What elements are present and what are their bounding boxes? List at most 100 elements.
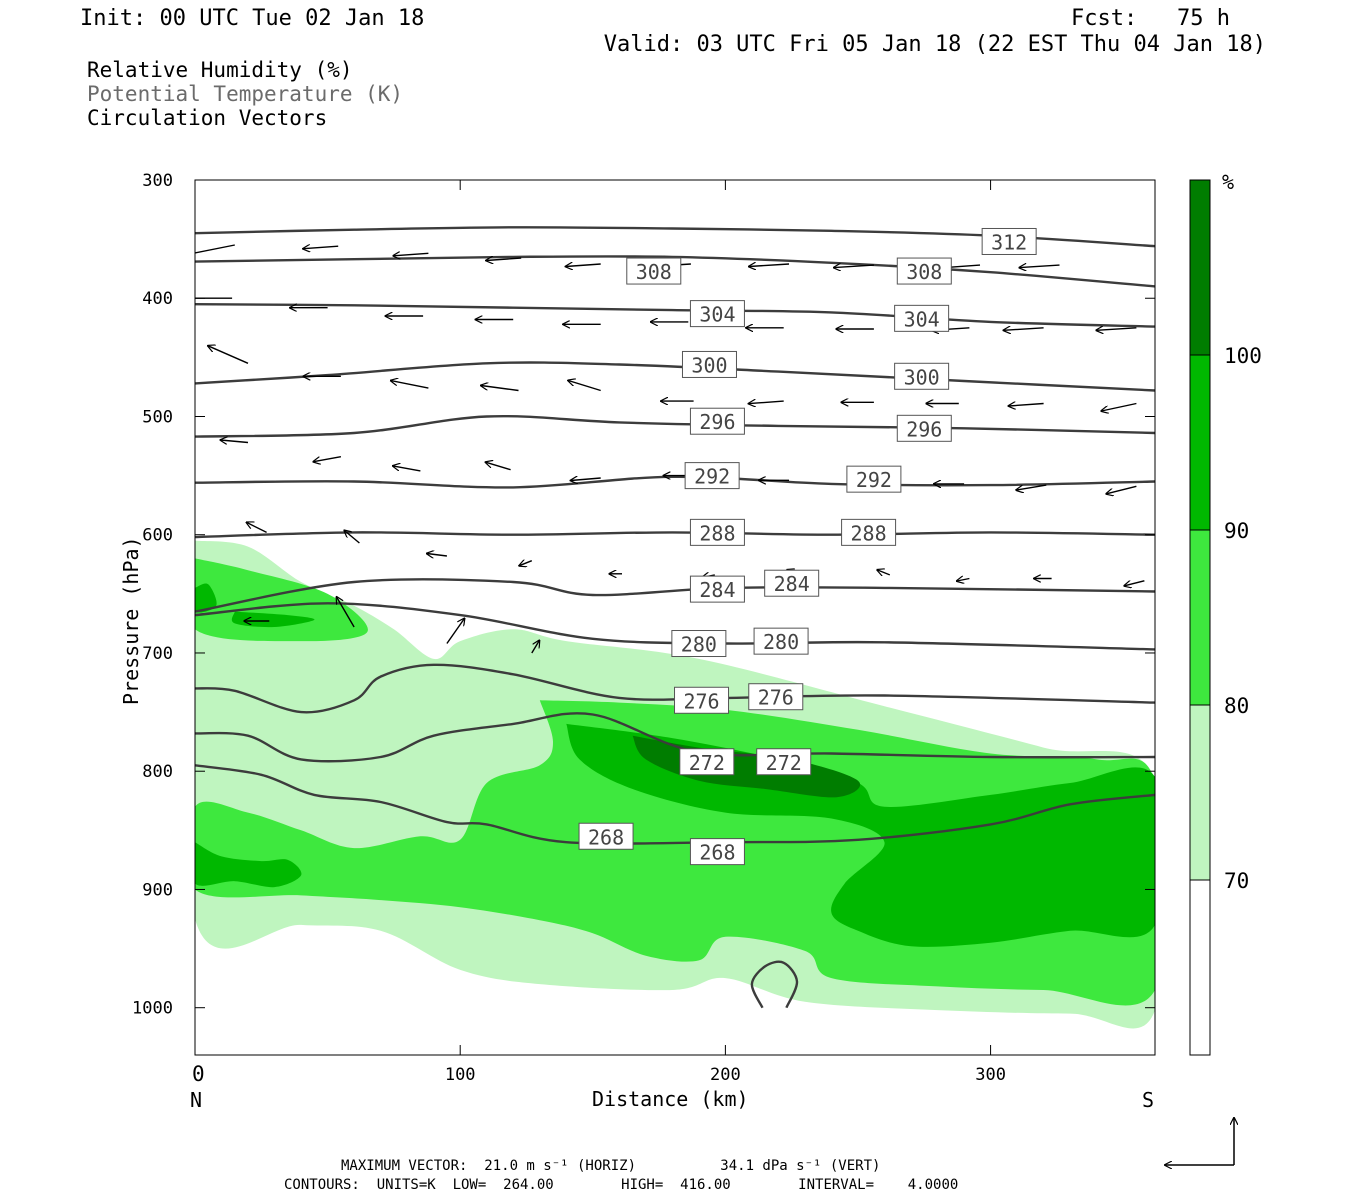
- theta-label-box: [689, 300, 745, 328]
- theta-label-284-1: 284: [764, 569, 820, 597]
- theta-contour-labels: 312 308 308 304 304 300 300 296 296 292 292 288 288 2…: [578, 227, 1037, 866]
- theta-label-280-1: 280: [753, 627, 809, 655]
- theta-contour-296: [195, 415, 1155, 438]
- vector-arrow-50: [877, 570, 891, 575]
- colorbar-unit: %: [1222, 170, 1234, 194]
- vector-arrow-33: [313, 456, 342, 462]
- vector-arrow-53: [1124, 580, 1145, 586]
- theta-label-text: 284: [774, 572, 810, 596]
- theta-label-box: [896, 257, 952, 285]
- theta-label-292-1: 292: [846, 465, 902, 493]
- vector-arrow-31: [1101, 402, 1137, 412]
- theta-label-text: 288: [699, 521, 735, 545]
- theta-label-288-1: 288: [841, 518, 897, 546]
- theta-label-box: [764, 569, 820, 597]
- theta-label-284-0: 284: [689, 575, 745, 603]
- theta-label-box: [981, 227, 1037, 255]
- theta-contour-292: [195, 475, 1155, 489]
- colorbar-bin-90-100: [1189, 354, 1211, 531]
- theta-label-280-0: 280: [671, 630, 727, 658]
- theta-label-box: [846, 465, 902, 493]
- theta-label-268-0: 268: [578, 822, 634, 850]
- x-tick-0: 0: [192, 1062, 205, 1086]
- colorbar-label-90: 90: [1224, 519, 1249, 543]
- plot-frame: [194, 179, 1156, 1056]
- x-tick-label-300: 300: [975, 1065, 1006, 1085]
- vector-arrow-3: [486, 258, 522, 261]
- vector-arrow-20: [1096, 328, 1137, 331]
- south-label: S: [1142, 1088, 1155, 1112]
- theta-label-292-0: 292: [684, 462, 740, 490]
- theta-label-text: 308: [636, 260, 672, 284]
- vector-arrow-44: [344, 531, 360, 544]
- theta-label-box: [674, 686, 730, 714]
- theta-label-text: 300: [904, 365, 940, 389]
- theta-label-276-1: 276: [748, 683, 804, 711]
- vector-arrow-41: [1016, 484, 1047, 490]
- theta-label-box: [753, 627, 809, 655]
- forecast-hour: Fcst: 75 h: [1071, 6, 1230, 31]
- theta-label-text: 312: [991, 230, 1027, 254]
- vector-arrow-34: [393, 466, 421, 472]
- theta-label-box: [894, 362, 950, 390]
- theta-label-box: [689, 407, 745, 435]
- theta-label-308-0: 308: [626, 257, 682, 285]
- theta-label-272-0: 272: [679, 748, 735, 776]
- theta-contour-304: [195, 303, 1155, 328]
- theta-label-288-0: 288: [689, 518, 745, 546]
- x-tick-label-200: 200: [710, 1065, 741, 1085]
- vector-arrow-6: [749, 264, 790, 267]
- theta-contour-276: [195, 663, 1155, 714]
- vector-arrow-42: [1106, 485, 1137, 494]
- y-axis-title: Pressure (hPa): [119, 536, 143, 705]
- theta-label-box: [689, 838, 745, 866]
- theta-label-text: 280: [681, 633, 717, 657]
- theta-label-268-1: 268: [689, 838, 745, 866]
- theta-label-box: [748, 683, 804, 711]
- theta-label-box: [896, 414, 952, 442]
- axes: 300 400 500 600 700 800 900 1000 100 200 300: [132, 171, 1155, 1085]
- vector-arrow-55: [337, 597, 355, 628]
- vector-arrow-46: [519, 561, 533, 566]
- vector-arrow-57: [531, 641, 540, 654]
- y-tick-label-1000: 1000: [132, 999, 173, 1019]
- valid-time: Valid: 03 UTC Fri 05 Jan 18 (22 EST Thu …: [603, 32, 1266, 57]
- theta-label-box: [578, 822, 634, 850]
- theta-label-box: [681, 350, 737, 378]
- y-tick-label-900: 900: [142, 880, 173, 900]
- theta-label-text: 280: [763, 630, 799, 654]
- rh-region-90-5: [195, 583, 217, 613]
- colorbar-label-70: 70: [1224, 869, 1249, 893]
- max-vector-note: MAXIMUM VECTOR: 21.0 m s⁻¹ (HORIZ) 34.1 …: [341, 1158, 881, 1174]
- theta-label-text: 284: [699, 578, 735, 602]
- rh-region-90-6: [231, 611, 315, 628]
- theta-label-box: [679, 748, 735, 776]
- y-tick-label-600: 600: [142, 526, 173, 546]
- theta-label-text: 292: [856, 468, 892, 492]
- theta-label-box: [684, 462, 740, 490]
- theta-contour-284: [195, 578, 1155, 613]
- theta-label-296-1: 296: [896, 414, 952, 442]
- theta-label-296-0: 296: [689, 407, 745, 435]
- vector-arrow-51: [957, 579, 970, 582]
- vector-arrow-27: [749, 401, 784, 404]
- reference-vector: [1165, 1118, 1234, 1165]
- colorbar-label-100: 100: [1224, 344, 1262, 368]
- theta-contour-264: [750, 960, 799, 1009]
- vector-arrow-21: [208, 346, 249, 364]
- theta-contour-300: [195, 361, 1155, 392]
- theta-label-300-1: 300: [894, 362, 950, 390]
- vector-arrow-19: [1004, 328, 1044, 331]
- colorbar-bin-70-80: [1189, 704, 1211, 881]
- theta-label-text: 296: [699, 410, 735, 434]
- rh-shading: [195, 540, 1155, 1029]
- x-axis-title: Distance (km): [592, 1087, 749, 1111]
- theta-contour-268: [195, 764, 1155, 845]
- theta-label-304-0: 304: [689, 300, 745, 328]
- y-tick-label-700: 700: [142, 644, 173, 664]
- legend-vectors: Circulation Vectors: [87, 106, 328, 130]
- vector-arrow-4: [566, 264, 601, 267]
- theta-label-text: 268: [699, 841, 735, 865]
- y-tick-label-800: 800: [142, 762, 173, 782]
